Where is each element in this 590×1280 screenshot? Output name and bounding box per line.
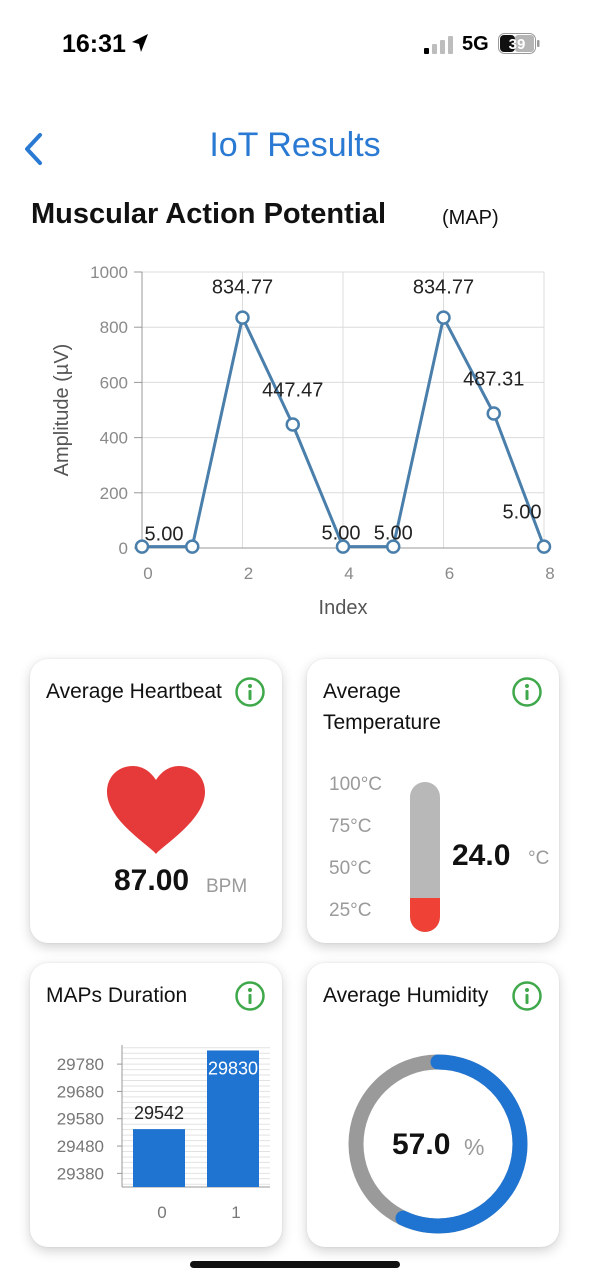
data-label: 29830 (208, 1058, 258, 1078)
temp-scale-label: 50°C (329, 858, 372, 879)
section-subtitle: (MAP) (442, 207, 499, 229)
temp-scale-label: 75°C (329, 816, 372, 837)
y-tick-label: 600 (100, 373, 128, 392)
battery-level: 39 (509, 36, 526, 53)
humidity-title: Average Humidity (323, 984, 489, 1007)
data-label: 5.00 (322, 523, 361, 545)
data-point (536, 539, 552, 554)
heart-icon (107, 766, 205, 854)
data-label: 5.00 (374, 523, 413, 545)
battery-icon: 39 (498, 33, 540, 54)
page-title: IoT Results (209, 126, 381, 164)
location-arrow-icon (132, 34, 148, 52)
y-tick-label: 29780 (57, 1055, 104, 1074)
chevron-left-icon (25, 133, 42, 165)
y-axis-label: Amplitude (µV) (51, 344, 73, 477)
data-label: 29542 (134, 1103, 184, 1123)
data-point (285, 417, 300, 432)
x-tick-label: 2 (244, 564, 253, 583)
network-type: 5G (462, 33, 489, 55)
duration-card: MAPs Duration 29380 29480 29580 29680 29780 0… (30, 963, 282, 1247)
info-icon[interactable] (234, 676, 266, 708)
data-point (386, 539, 401, 554)
data-point (235, 310, 250, 325)
section-title: Muscular Action Potential (31, 198, 387, 230)
data-point (134, 539, 150, 554)
temperature-unit: °C (528, 848, 550, 869)
y-tick-label: 200 (100, 484, 128, 503)
duration-title: MAPs Duration (46, 984, 188, 1007)
thermometer-level (410, 897, 440, 932)
info-icon[interactable] (234, 980, 266, 1012)
data-point (185, 539, 200, 554)
temperature-title: Average Temperature (323, 680, 441, 734)
y-tick-label: 1000 (90, 263, 128, 282)
y-tick-label: 400 (100, 429, 128, 448)
temperature-value: 24.0 (452, 839, 511, 872)
x-tick-label: 8 (545, 564, 554, 583)
thermometer (410, 782, 440, 932)
data-label: 834.77 (413, 277, 474, 299)
temperature-card: Average Temperature 100°C 75°C 50°C 25°C… (307, 659, 559, 943)
temp-scale-label: 100°C (329, 774, 383, 795)
data-point (335, 539, 351, 554)
y-tick-label: 0 (119, 539, 128, 558)
data-label: 487.31 (463, 369, 524, 391)
humidity-card: Average Humidity 57.0 % (307, 963, 559, 1247)
bar (133, 1129, 185, 1187)
heartbeat-title: Average Heartbeat (46, 680, 222, 703)
y-tick-label: 29680 (57, 1082, 104, 1101)
home-indicator[interactable] (190, 1261, 400, 1268)
status-time: 16:31 (62, 30, 126, 58)
data-label: 834.77 (212, 277, 273, 299)
humidity-value: 57.0 (392, 1128, 451, 1161)
data-label: 5.00 (145, 524, 184, 546)
x-tick-label: 1 (231, 1203, 240, 1222)
data-label: 447.47 (262, 379, 323, 401)
heartbeat-value: 87.00 (114, 864, 190, 897)
heartbeat-unit: BPM (206, 876, 248, 897)
data-point (436, 310, 451, 325)
humidity-unit: % (464, 1134, 485, 1160)
y-tick-label: 29580 (57, 1110, 104, 1129)
temp-scale-label: 25°C (329, 900, 372, 921)
data-label: 5.00 (503, 502, 542, 524)
map-line-chart: 0 200 400 600 800 1000 0 2 4 6 8 Index Amplitude (µV… (51, 263, 555, 619)
x-tick-label: 6 (445, 564, 454, 583)
info-icon[interactable] (511, 980, 543, 1012)
humidity-ring (348, 1054, 528, 1234)
status-bar: 16:31 5G 39 (0, 0, 590, 90)
info-icon[interactable] (511, 676, 543, 708)
x-axis-label: Index (319, 597, 368, 619)
heartbeat-card: Average Heartbeat 87.00 BPM (30, 659, 282, 943)
y-tick-label: 29380 (57, 1164, 104, 1183)
ring-progress (348, 1054, 528, 1234)
x-tick-label: 0 (157, 1203, 166, 1222)
data-point (486, 406, 501, 421)
y-tick-label: 800 (100, 318, 128, 337)
bar (207, 1050, 259, 1187)
y-tick-label: 29480 (57, 1137, 104, 1156)
back-button[interactable] (20, 130, 52, 170)
x-tick-label: 4 (344, 564, 353, 583)
x-tick-label: 0 (143, 564, 152, 583)
signal-bars-icon (424, 36, 453, 54)
duration-bar-chart: 29380 29480 29580 29680 29780 0 29542 1 29830 (57, 1045, 270, 1222)
